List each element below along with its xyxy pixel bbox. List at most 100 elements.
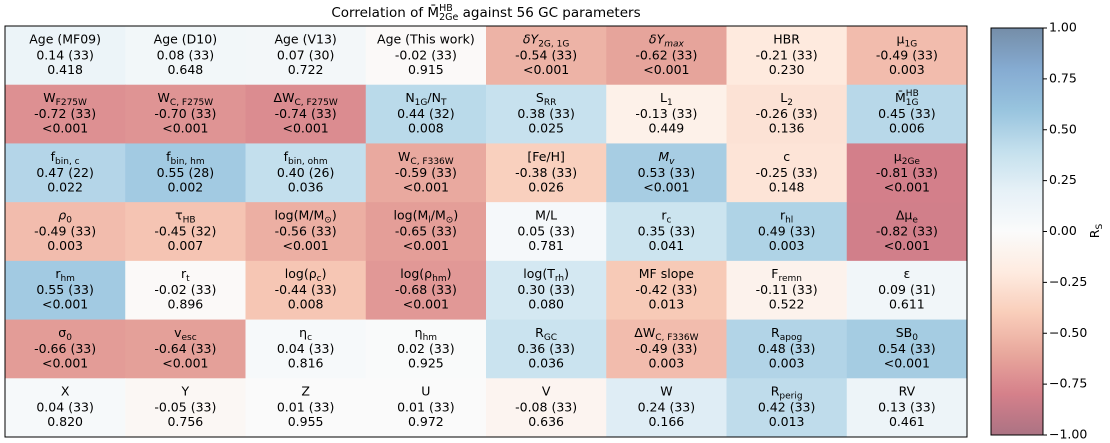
cell-value: 0.09 (31) bbox=[878, 282, 936, 297]
n-label: (33) bbox=[309, 399, 335, 414]
colorbar-tick-label: 0.50 bbox=[1049, 121, 1077, 136]
n-label: (30) bbox=[309, 47, 335, 62]
label-part: τ bbox=[175, 207, 183, 222]
p-value: 0.148 bbox=[769, 179, 805, 194]
n-label: (33) bbox=[68, 399, 94, 414]
p-value: 0.955 bbox=[288, 414, 324, 429]
p-value: 0.230 bbox=[769, 62, 805, 77]
label-part: Z bbox=[301, 383, 310, 398]
subscript: l bbox=[428, 215, 431, 225]
label-part: /M bbox=[431, 207, 446, 222]
cell-value: -0.13 (33) bbox=[635, 106, 697, 121]
p-value: 0.003 bbox=[769, 238, 805, 253]
colorbar-label: RS bbox=[1087, 224, 1105, 239]
label-part: Y bbox=[181, 383, 190, 398]
label-part: V bbox=[542, 383, 551, 398]
subscript: max bbox=[664, 39, 684, 49]
n-label: (33) bbox=[912, 47, 938, 62]
label-part: η bbox=[415, 324, 423, 339]
cell-label: ρ0 bbox=[58, 207, 72, 225]
heatmap-cell bbox=[5, 378, 126, 438]
heatmap-cell bbox=[486, 260, 607, 321]
label-part: R bbox=[1087, 229, 1102, 238]
label-part: M̄ bbox=[427, 4, 439, 21]
cell-label: Age (V13) bbox=[274, 31, 336, 46]
n-label: (33) bbox=[431, 164, 457, 179]
subscript: hm bbox=[423, 332, 437, 342]
label-part: L bbox=[660, 90, 667, 105]
cell-label: ηc bbox=[299, 324, 312, 342]
cell-label: RGC bbox=[535, 324, 557, 342]
p-value: <0.001 bbox=[282, 121, 328, 136]
p-value: <0.001 bbox=[42, 297, 88, 312]
cell-label: δYmax bbox=[649, 31, 685, 49]
cell-label: WC, F336W bbox=[398, 148, 454, 166]
cell-value: -0.81 (33) bbox=[876, 164, 938, 179]
subscript: RR bbox=[544, 98, 557, 108]
value-label: -0.49 bbox=[635, 340, 667, 355]
subscript: 2G, 1G bbox=[538, 39, 569, 49]
heatmap-cell bbox=[245, 260, 367, 321]
cell-value: -0.02 (33) bbox=[154, 282, 216, 297]
n-label: (33) bbox=[70, 106, 96, 121]
subscript: c bbox=[317, 274, 322, 284]
p-value: 0.449 bbox=[648, 121, 684, 136]
heatmap-cell bbox=[606, 378, 727, 438]
n-label: (33) bbox=[910, 399, 936, 414]
subscript: c bbox=[666, 215, 671, 225]
label-part: Age (This work) bbox=[377, 31, 475, 46]
label-part: ) bbox=[332, 207, 337, 222]
label-part: log(M/M bbox=[275, 207, 325, 222]
p-value: 0.025 bbox=[528, 121, 564, 136]
cell-label: rhl bbox=[780, 207, 793, 225]
value-label: 0.48 bbox=[758, 340, 786, 355]
value-label: 0.53 bbox=[638, 164, 666, 179]
cell-value: 0.01 (33) bbox=[397, 399, 455, 414]
value-label: 0.55 bbox=[157, 164, 185, 179]
label-part: log(ρ bbox=[285, 266, 317, 281]
value-label: -0.68 bbox=[395, 282, 427, 297]
n-label: (33) bbox=[669, 164, 695, 179]
cell-label: δY2G, 1G bbox=[523, 31, 569, 49]
label-part: ) bbox=[453, 207, 458, 222]
label-part: f bbox=[51, 148, 56, 163]
p-value: 0.781 bbox=[528, 238, 564, 253]
n-label: (33) bbox=[549, 282, 575, 297]
cell-value: 0.13 (33) bbox=[878, 399, 936, 414]
cell-label: μ2Ge bbox=[894, 148, 921, 166]
cell-value: 0.35 (33) bbox=[638, 223, 696, 238]
value-label: 0.49 bbox=[758, 223, 786, 238]
cell-value: 0.08 (33) bbox=[157, 47, 215, 62]
heatmap-cell bbox=[846, 260, 968, 321]
colorbar-tick-label: −0.50 bbox=[1049, 325, 1087, 340]
p-value: 0.026 bbox=[528, 179, 564, 194]
p-value: 0.003 bbox=[769, 355, 805, 370]
heatmap-cell bbox=[365, 319, 487, 379]
value-label: 0.45 bbox=[878, 106, 906, 121]
value-label: 0.01 bbox=[397, 399, 425, 414]
cell-value: -0.62 (33) bbox=[635, 47, 697, 62]
n-label: (33) bbox=[672, 340, 698, 355]
subscript: e bbox=[912, 215, 918, 225]
cell-value: -0.08 (33) bbox=[515, 399, 577, 414]
label-part: Age (MF09) bbox=[29, 31, 101, 46]
cell-label: U bbox=[421, 383, 430, 398]
p-value: 0.816 bbox=[288, 355, 324, 370]
cell-value: 0.42 (33) bbox=[758, 399, 816, 414]
label-part: F bbox=[771, 266, 778, 281]
n-label: (33) bbox=[792, 164, 818, 179]
n-label: (33) bbox=[912, 223, 938, 238]
subscript: C, F336W bbox=[655, 332, 698, 342]
value-label: -0.54 bbox=[515, 47, 547, 62]
label-part: X bbox=[61, 383, 70, 398]
heatmap-cell bbox=[846, 143, 968, 203]
label-part: M̄ bbox=[895, 90, 906, 105]
p-value: <0.001 bbox=[884, 179, 930, 194]
p-value: 0.461 bbox=[889, 414, 925, 429]
cell-label: WF275W bbox=[43, 90, 87, 108]
cell-label: log(M/M⊙) bbox=[275, 207, 337, 225]
colorbar-tick-label: 0.75 bbox=[1049, 70, 1077, 85]
n-label: (33) bbox=[910, 340, 936, 355]
heatmap-cell bbox=[365, 260, 487, 321]
